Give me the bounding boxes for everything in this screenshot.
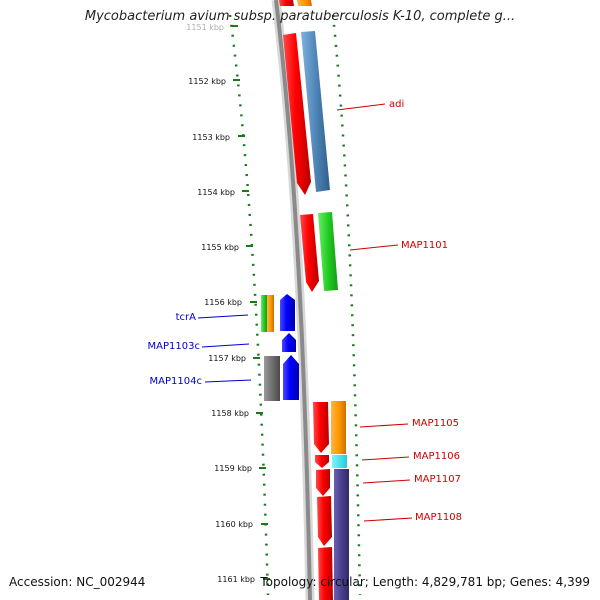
gene-map1108[interactable]: MAP1108	[317, 469, 462, 600]
backbone-arc-core	[274, 0, 312, 600]
gene-label: MAP1107	[414, 474, 461, 485]
tick-label: 1154 kbp	[197, 188, 235, 197]
gene-previous[interactable]	[279, 0, 312, 6]
label-leader	[204, 379, 252, 383]
gene-label: MAP1105	[412, 418, 459, 429]
gene-label: MAP1101	[401, 240, 448, 251]
cog-bar	[334, 469, 349, 600]
gene-map1105[interactable]: MAP1105	[313, 401, 459, 454]
gene-tcra[interactable]: tcrA	[176, 294, 295, 332]
gene-map1104c[interactable]: MAP1104c	[150, 355, 299, 401]
label-leader	[359, 423, 409, 428]
label-leader	[361, 456, 410, 461]
gene-arrow	[280, 294, 295, 331]
gene-arrow	[316, 469, 330, 496]
gene-map1103c[interactable]: MAP1103c	[148, 333, 296, 352]
accession-text: Accession: NC_002944	[9, 575, 146, 589]
map-title: Mycobacterium avium subsp. paratuberculo…	[84, 9, 516, 24]
gene-arrow	[318, 547, 333, 600]
gene-arrow	[315, 455, 329, 468]
label-leader	[197, 314, 249, 319]
tick-label: 1160 kbp	[215, 520, 253, 529]
cog-bar	[318, 212, 338, 291]
cog-bar-secondary	[267, 295, 274, 332]
cog-bar	[261, 295, 267, 332]
gene-label: MAP1103c	[148, 341, 200, 352]
label-leader	[336, 103, 386, 111]
gene-arrow	[283, 33, 311, 195]
cog-bar	[297, 0, 312, 6]
gene-label: MAP1108	[415, 512, 462, 523]
tick-label: 1156 kbp	[204, 298, 242, 307]
gene-next[interactable]	[318, 547, 333, 600]
gene-map1107[interactable]: MAP1107	[316, 469, 461, 496]
tick-label: 1158 kbp	[211, 409, 249, 418]
gene-label: adi	[389, 99, 404, 110]
tick-group: 1151 kbp 1152 kbp 1153 kbp 1154 kbp 1155…	[186, 23, 270, 584]
tick-label: 1155 kbp	[201, 243, 239, 252]
gene-label: tcrA	[176, 312, 197, 323]
tick-label: 1159 kbp	[214, 464, 252, 473]
gene-map1106[interactable]: MAP1106	[315, 451, 460, 468]
gene-arrow	[282, 333, 296, 352]
tick-label: 1157 kbp	[208, 354, 246, 363]
label-leader	[363, 517, 413, 522]
tick-label: 1151 kbp	[186, 23, 224, 32]
label-leader	[201, 343, 250, 348]
cog-bar	[301, 31, 330, 192]
gene-arrow	[300, 214, 319, 292]
tick-label: 1153 kbp	[192, 133, 230, 142]
tick-label: 1152 kbp	[188, 77, 226, 86]
gene-adi[interactable]: adi	[283, 31, 404, 195]
cog-bar	[332, 455, 347, 468]
genome-summary-text: Topology: circular; Length: 4,829,781 bp…	[260, 575, 590, 589]
label-leader	[362, 479, 411, 484]
gene-arrow	[279, 0, 294, 6]
label-leader	[349, 244, 399, 251]
gene-label: MAP1104c	[150, 376, 202, 387]
gene-label: MAP1106	[413, 451, 460, 462]
cog-bar	[264, 356, 280, 401]
gene-map1101[interactable]: MAP1101	[300, 212, 448, 292]
tick-label: 1161 kbp	[217, 575, 255, 584]
gene-arrow	[313, 402, 329, 453]
gene-arrow	[317, 496, 332, 546]
gene-arrow	[283, 355, 299, 400]
cog-bar	[331, 401, 346, 454]
